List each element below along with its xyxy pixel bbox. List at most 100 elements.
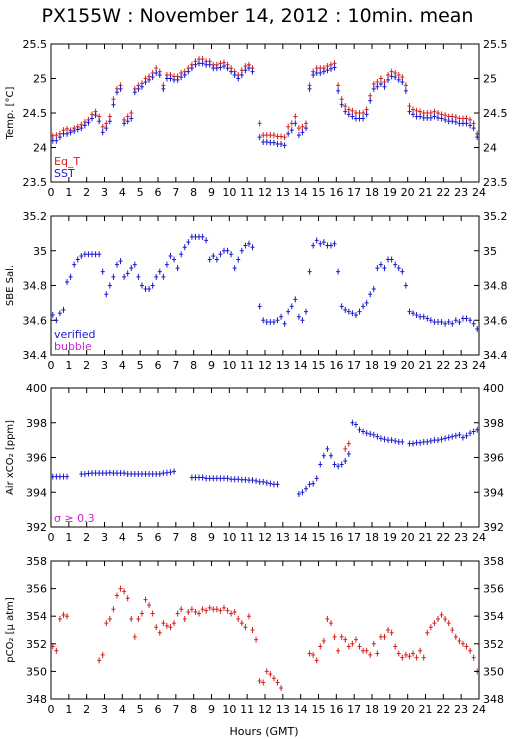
y-tick-label-right: 24 — [483, 142, 497, 155]
x-tick-label: 9 — [208, 531, 215, 544]
data-point — [207, 604, 212, 611]
data-point — [400, 268, 405, 275]
x-tick-label: 10 — [222, 186, 236, 199]
x-tick-label: 12 — [258, 359, 272, 372]
data-point — [468, 317, 473, 324]
data-point — [453, 317, 458, 324]
y-tick-label-left: 25.5 — [23, 38, 48, 51]
data-point — [250, 627, 255, 633]
data-point — [221, 63, 226, 70]
data-point — [389, 256, 394, 263]
data-point — [375, 650, 380, 657]
data-point — [100, 268, 105, 275]
data-point — [421, 313, 426, 320]
data-point — [307, 268, 312, 275]
data-point — [407, 308, 412, 315]
data-point — [175, 76, 180, 83]
data-point — [468, 430, 473, 437]
y-tick-label-right: 25 — [483, 73, 497, 86]
x-tick-label: 14 — [294, 703, 308, 716]
data-point — [286, 123, 291, 130]
data-point — [446, 620, 451, 627]
data-point — [393, 643, 398, 650]
data-point — [357, 115, 362, 122]
data-point — [386, 256, 391, 263]
data-point — [214, 65, 219, 72]
data-point — [193, 233, 198, 240]
plot-frame — [50, 387, 480, 528]
data-point — [407, 103, 412, 110]
data-point — [353, 421, 358, 428]
data-point — [382, 83, 387, 90]
data-point — [336, 463, 341, 470]
data-point — [221, 475, 226, 482]
data-point — [61, 130, 66, 137]
x-tick-label: 0 — [48, 531, 55, 544]
data-point — [114, 89, 119, 96]
data-point — [443, 435, 448, 442]
data-point — [139, 282, 144, 289]
x-tick-label: 24 — [472, 531, 486, 544]
data-point — [421, 654, 426, 661]
data-point — [371, 431, 376, 438]
data-point — [65, 613, 70, 620]
x-tick-label: 15 — [312, 703, 326, 716]
data-point — [314, 657, 319, 664]
data-point — [411, 310, 416, 317]
data-point — [361, 115, 366, 122]
data-point — [439, 115, 444, 122]
plot-frame — [50, 43, 480, 183]
x-tick-label: 14 — [294, 186, 308, 199]
x-tick-label: 20 — [401, 531, 415, 544]
data-point — [460, 315, 465, 322]
panel-temp: 0 1 2 3 4 5 6 7 8 9 10 11 12 13 14 15 16 17 18 19 20 21 22 23 24… — [5, 38, 508, 199]
data-point — [107, 118, 112, 125]
data-point — [428, 114, 433, 121]
data-point — [318, 643, 323, 650]
data-point — [93, 251, 98, 258]
data-point — [65, 473, 70, 480]
data-point — [207, 61, 212, 68]
figure-title: PX155W : November 14, 2012 : 10min. mean — [42, 5, 474, 27]
data-point — [411, 111, 416, 118]
data-point — [93, 470, 98, 477]
y-tick-label-left: 396 — [26, 452, 47, 465]
data-point — [357, 643, 362, 650]
y-tick-label-right: 394 — [483, 486, 504, 499]
data-point — [378, 261, 383, 268]
data-point — [143, 471, 148, 478]
data-point — [193, 474, 198, 481]
y-tick-label-right: 348 — [483, 693, 504, 706]
data-point — [243, 624, 248, 631]
x-tick-label: 2 — [83, 531, 90, 544]
data-point — [257, 478, 262, 485]
data-point — [125, 595, 130, 602]
data-point — [418, 439, 423, 446]
data-point — [221, 247, 226, 254]
data-point — [65, 279, 70, 286]
x-tick-label: 5 — [137, 359, 144, 372]
x-tick-label: 1 — [65, 359, 72, 372]
data-point — [154, 471, 159, 478]
data-point — [446, 318, 451, 325]
data-point — [239, 476, 244, 483]
data-point — [435, 437, 440, 444]
data-point — [471, 654, 476, 661]
data-point — [225, 65, 230, 72]
y-tick-label-right: 358 — [483, 555, 504, 568]
data-point — [421, 438, 426, 445]
data-point — [407, 653, 412, 660]
panel-sal: 0 1 2 3 4 5 6 7 8 9 10 11 12 13 14 15 16 17 18 19 20 21 22 23 24… — [5, 210, 508, 372]
x-tick-label: 24 — [472, 359, 486, 372]
y-axis-label: Air xCO₂ [ppm] — [5, 420, 16, 495]
data-point — [371, 640, 376, 647]
x-tick-label: 19 — [383, 186, 397, 199]
data-point — [343, 108, 348, 115]
data-point — [90, 115, 95, 122]
x-tick-label: 1 — [65, 703, 72, 716]
data-point — [161, 620, 166, 627]
y-tick-label-right: 354 — [483, 610, 504, 623]
data-point — [300, 317, 305, 324]
x-tick-label: 5 — [137, 186, 144, 199]
data-point — [186, 68, 191, 75]
